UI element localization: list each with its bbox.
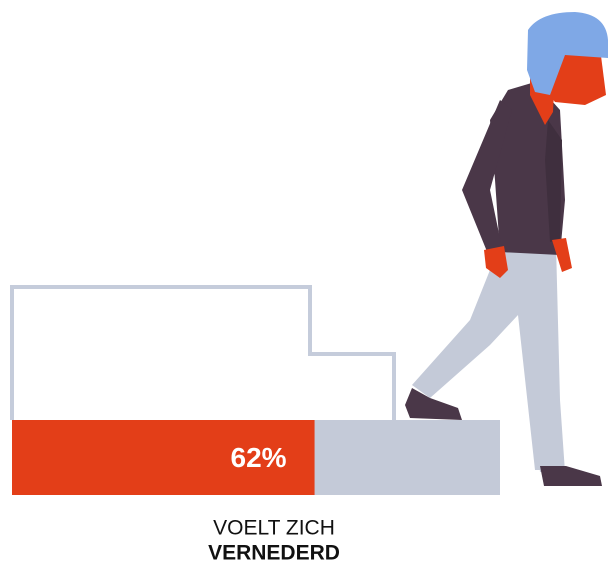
bar-fill: [12, 420, 315, 495]
person-illustration: [405, 12, 608, 486]
category-line-1: VOELT ZICH: [213, 517, 335, 540]
category-line-2: VERNEDERD: [208, 542, 340, 565]
value-label: 62%: [231, 442, 287, 473]
stairs-outline: [10, 285, 396, 420]
